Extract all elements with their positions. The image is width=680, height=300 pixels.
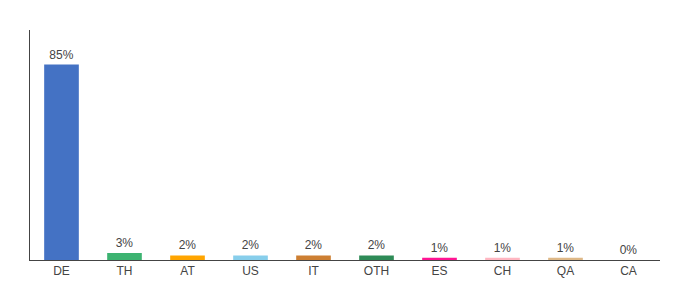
svg-text:2%: 2% xyxy=(368,238,386,252)
svg-text:2%: 2% xyxy=(179,238,197,252)
svg-text:1%: 1% xyxy=(557,241,575,255)
svg-text:2%: 2% xyxy=(305,238,323,252)
svg-text:2%: 2% xyxy=(242,238,260,252)
svg-text:IT: IT xyxy=(308,264,319,278)
svg-text:0%: 0% xyxy=(620,243,638,257)
svg-text:DE: DE xyxy=(53,264,70,278)
svg-text:CA: CA xyxy=(620,264,637,278)
svg-text:US: US xyxy=(242,264,259,278)
svg-text:QA: QA xyxy=(557,264,574,278)
svg-text:1%: 1% xyxy=(494,241,512,255)
svg-text:ES: ES xyxy=(431,264,447,278)
svg-text:TH: TH xyxy=(117,264,133,278)
svg-text:AT: AT xyxy=(180,264,195,278)
svg-text:1%: 1% xyxy=(431,241,449,255)
svg-text:3%: 3% xyxy=(116,236,134,250)
svg-text:OTH: OTH xyxy=(364,264,389,278)
svg-text:85%: 85% xyxy=(49,48,73,62)
svg-text:CH: CH xyxy=(494,264,511,278)
